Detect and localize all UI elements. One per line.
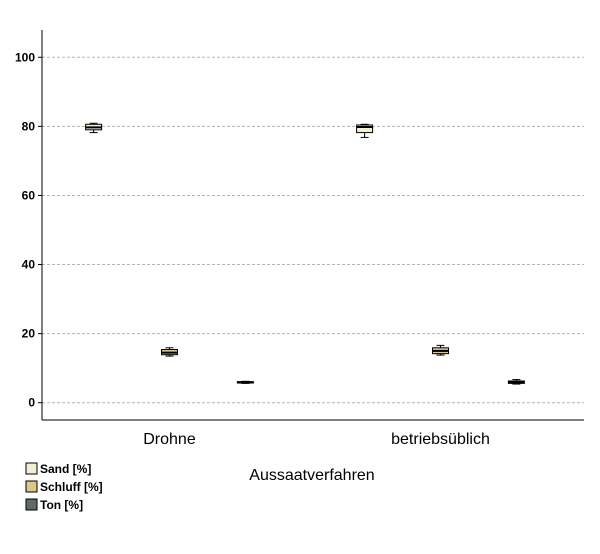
box-schluff xyxy=(161,347,178,357)
y-tick-label: 60 xyxy=(22,188,36,202)
box-ton xyxy=(236,380,254,384)
y-tick-label: 100 xyxy=(15,50,35,64)
legend-swatch xyxy=(25,462,38,475)
box-schluff xyxy=(432,344,449,356)
y-tick-label: 0 xyxy=(28,396,35,410)
legend-swatch xyxy=(25,498,38,511)
x-axis-title: Aussaatverfahren xyxy=(249,467,374,484)
category-label: Drohne xyxy=(143,431,196,448)
legend: Sand [%] Schluff [%] Ton [%] xyxy=(25,462,103,512)
box-sand xyxy=(85,122,103,134)
legend-label: Schluff [%] xyxy=(40,480,103,494)
legend-label: Sand [%] xyxy=(40,462,91,476)
legend-label: Ton [%] xyxy=(40,498,83,512)
axis-labels: 0 20 40 60 80 100 Drohne betriebsüblich xyxy=(15,50,490,448)
category-label: betriebsüblich xyxy=(391,431,490,448)
axes xyxy=(38,30,584,421)
y-tick-label: 20 xyxy=(22,327,36,341)
boxes xyxy=(85,122,525,385)
grid-lines xyxy=(42,56,584,404)
y-tick-label: 80 xyxy=(22,119,36,133)
legend-swatch xyxy=(25,480,38,493)
box-ton xyxy=(507,379,525,385)
y-tick-label: 40 xyxy=(22,258,36,272)
box-sand xyxy=(356,123,374,138)
box-iqr xyxy=(356,124,374,134)
